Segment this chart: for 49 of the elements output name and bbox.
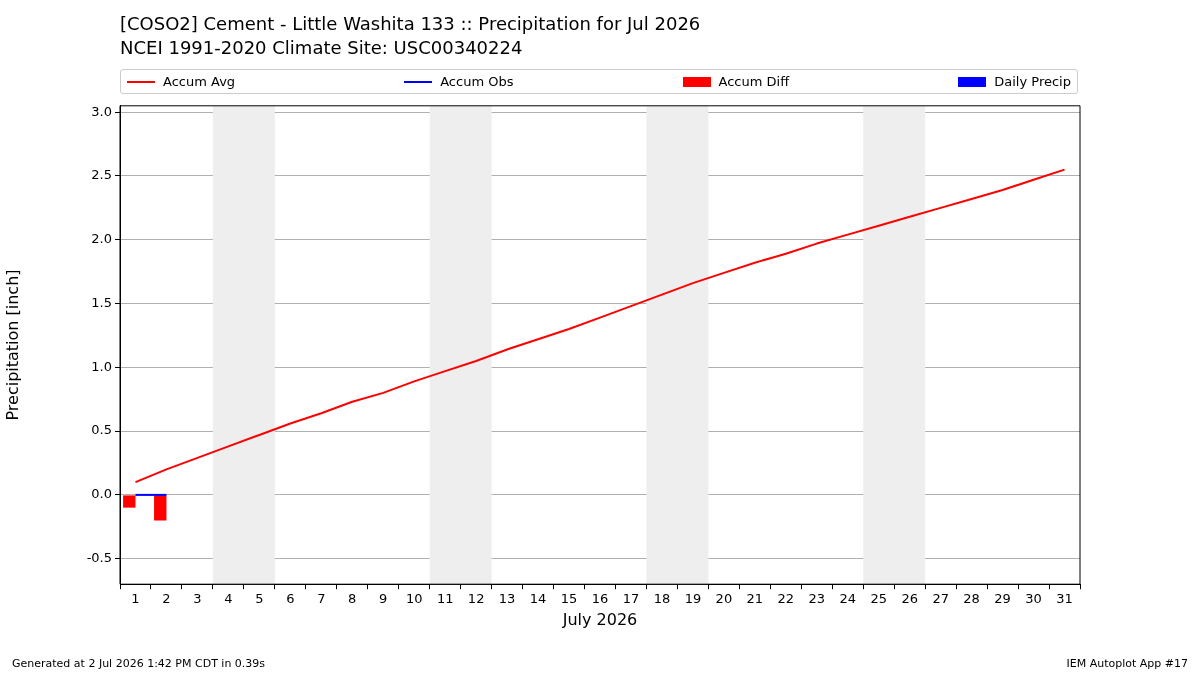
x-tick-label: 21 — [746, 591, 764, 607]
x-tick-label: 31 — [1056, 591, 1073, 607]
x-tick-label: 16 — [591, 591, 609, 607]
x-tick-label: 7 — [317, 591, 326, 607]
y-axis-title: Precipitation [inch] — [2, 269, 22, 421]
text: IEM Autoplot App #17 — [1066, 657, 1188, 670]
x-tick-label: 4 — [224, 591, 233, 607]
text: Generated at 2 Jul 2026 1:42 PM CDT in 0.39s — [12, 657, 266, 670]
x-tick-label: 5 — [255, 591, 264, 607]
x-tick-label: 3 — [193, 591, 202, 607]
y-tick-label: 2.0 — [91, 231, 112, 247]
x-tick-label: 8 — [348, 591, 357, 607]
x-tick-label: 29 — [994, 591, 1011, 607]
x-tick-label: 1 — [131, 591, 140, 607]
y-tick-label: -0.5 — [86, 550, 112, 566]
x-tick-label: 11 — [436, 591, 454, 607]
x-tick-label: 13 — [498, 591, 516, 607]
x-tick-label: 20 — [715, 591, 733, 607]
x-axis-title: July 2026 — [561, 609, 638, 629]
chart-subtitle: NCEI 1991-2020 Climate Site: USC00340224 — [120, 36, 524, 60]
x-tick-label: 28 — [963, 591, 980, 607]
legend-label: Accum Diff — [718, 74, 790, 89]
legend-label: Daily Precip — [994, 74, 1071, 89]
y-tick-label: 2.5 — [91, 167, 112, 183]
x-tick-label: 18 — [653, 591, 671, 607]
y-tick-label: 0.0 — [91, 486, 112, 502]
legend-label: Accum Obs — [440, 74, 514, 89]
x-tick-label: 10 — [405, 591, 423, 607]
x-tick-label: 6 — [286, 591, 295, 607]
y-tick-label: 1.0 — [91, 358, 112, 374]
chart-title: [COSO2] Cement - Little Washita 133 :: Precipitation for Jul 2026 — [120, 12, 701, 36]
y-tick-label: 0.5 — [91, 422, 112, 438]
x-tick-label: 12 — [467, 591, 485, 607]
x-tick-label: 14 — [529, 591, 547, 607]
x-tick-label: 24 — [839, 591, 857, 607]
x-tick-label: 23 — [808, 591, 826, 607]
x-tick-label: 2 — [162, 591, 171, 607]
x-tick-label: 9 — [379, 591, 388, 607]
x-tick-label: 26 — [901, 591, 918, 607]
y-tick-label: 3.0 — [91, 103, 112, 119]
legend-label: Accum Avg — [163, 74, 236, 89]
x-tick-label: 22 — [777, 591, 795, 607]
x-tick-label: 25 — [870, 591, 887, 607]
x-tick-label: 27 — [932, 591, 949, 607]
x-tick-label: 19 — [684, 591, 702, 607]
x-tick-label: 17 — [622, 591, 640, 607]
y-tick-label: 1.5 — [91, 294, 112, 310]
x-tick-label: 30 — [1025, 591, 1042, 607]
x-tick-label: 15 — [560, 591, 578, 607]
